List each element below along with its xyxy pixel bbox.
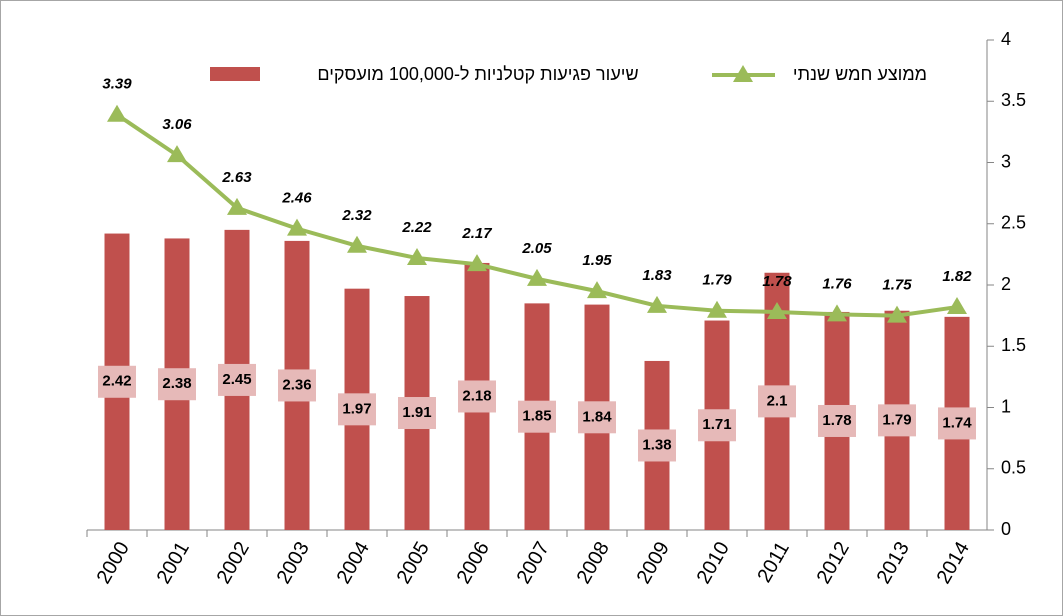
bar-label: 2.18 — [462, 387, 491, 404]
y-tick-label: 3.5 — [1001, 90, 1026, 110]
line-marker — [407, 248, 427, 266]
line-label: 1.95 — [582, 252, 612, 269]
bar-label-bg — [818, 404, 856, 437]
line-label: 2.05 — [521, 240, 552, 257]
line-label: 2.46 — [281, 190, 312, 207]
bar-label: 1.85 — [522, 408, 551, 425]
line-marker — [167, 145, 187, 163]
line-label: 1.79 — [702, 272, 732, 289]
bar-label-bg — [98, 365, 136, 398]
line-marker — [707, 300, 727, 318]
line-marker — [287, 218, 307, 236]
line-marker — [947, 297, 967, 315]
bar-label-bg — [218, 363, 256, 396]
line-label: 1.76 — [822, 275, 852, 292]
y-tick-label: 0 — [1001, 519, 1011, 539]
bar-label-bg — [518, 400, 556, 433]
line-marker — [587, 281, 607, 299]
bar-label: 2.45 — [222, 371, 251, 388]
bar-label: 2.38 — [162, 375, 191, 392]
bar-label-bg — [338, 393, 376, 426]
line-marker — [467, 254, 487, 272]
line-marker — [347, 235, 367, 253]
bar-label-bg — [278, 369, 316, 402]
legend-label: שיעור פגיעות קטלניות ל-100,000 מועסקים — [317, 64, 638, 84]
y-tick-label: 0.5 — [1001, 458, 1026, 478]
bar-label-bg — [938, 407, 976, 440]
legend-label: ממוצע חמש שנתי — [793, 64, 927, 84]
y-tick-label: 3 — [1001, 151, 1011, 171]
y-tick-label: 1 — [1001, 396, 1011, 416]
bar-label-bg — [698, 409, 736, 442]
legend-swatch — [210, 67, 260, 81]
line-marker — [527, 268, 547, 286]
bar-label-bg — [398, 397, 436, 430]
line-label: 3.06 — [162, 116, 192, 133]
line-label: 2.63 — [221, 169, 252, 186]
bar-label-bg — [158, 368, 196, 401]
bar-label: 1.97 — [342, 400, 371, 417]
bar-label: 1.38 — [642, 436, 671, 453]
line-label: 1.78 — [762, 273, 792, 290]
bar-label-bg — [458, 380, 496, 413]
y-tick-label: 1.5 — [1001, 335, 1026, 355]
y-tick-label: 4 — [1001, 29, 1011, 49]
bar-label: 2.1 — [767, 392, 788, 409]
bar-label: 1.78 — [822, 412, 851, 429]
bar-label: 1.74 — [942, 414, 972, 431]
line-marker — [647, 295, 667, 313]
line-marker — [887, 305, 907, 323]
bar-label: 1.84 — [582, 408, 612, 425]
bar-label-bg — [638, 429, 676, 462]
bar-label: 2.42 — [102, 373, 131, 390]
line-label: 3.39 — [102, 76, 132, 93]
line-label: 2.22 — [401, 219, 432, 236]
legend-marker — [733, 65, 753, 82]
bar-label: 1.79 — [882, 411, 911, 428]
line-label: 1.75 — [882, 277, 912, 294]
line-label: 2.17 — [461, 225, 492, 242]
line-marker — [107, 104, 127, 122]
bar-label-bg — [758, 385, 796, 418]
bar-label: 1.91 — [402, 404, 431, 421]
line-label: 2.32 — [341, 207, 372, 224]
line-label: 1.82 — [942, 268, 972, 285]
bar-label-bg — [878, 404, 916, 437]
line-marker — [227, 197, 247, 215]
line-label: 1.83 — [642, 267, 672, 284]
line-marker — [767, 301, 787, 319]
bar-label: 2.36 — [282, 376, 311, 393]
y-tick-label: 2.5 — [1001, 213, 1026, 233]
bar-label-bg — [578, 401, 616, 434]
line-marker — [827, 304, 847, 322]
y-tick-label: 2 — [1001, 274, 1011, 294]
bar-label: 1.71 — [702, 416, 731, 433]
